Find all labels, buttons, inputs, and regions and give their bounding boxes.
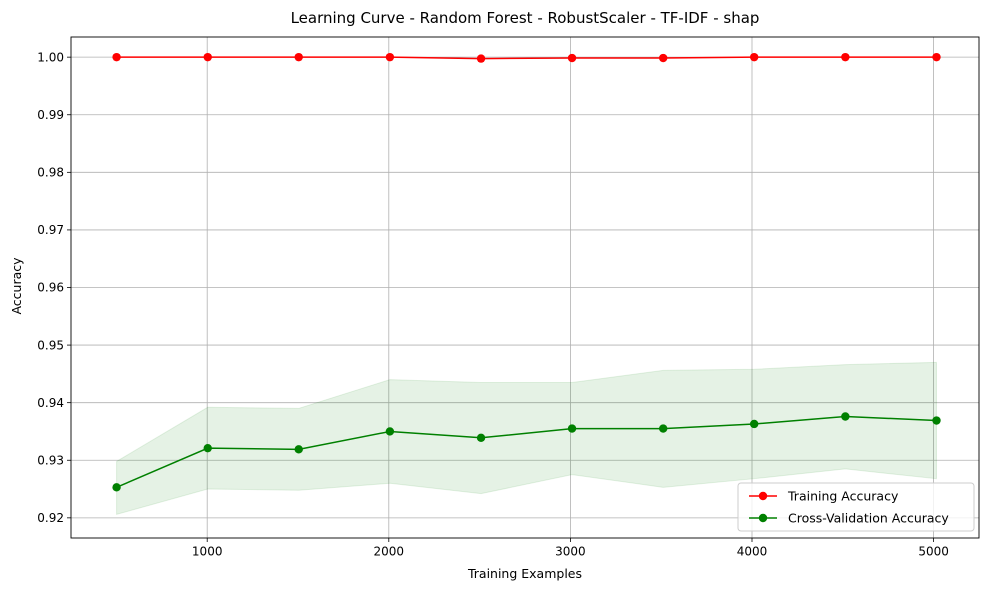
y-tick-label: 1.00 xyxy=(37,50,64,64)
confidence-bands xyxy=(116,56,938,516)
series-lines xyxy=(112,52,941,492)
cross-validation-point xyxy=(567,424,577,433)
x-tick-label: 2000 xyxy=(374,545,405,559)
x-axis-title: Training Examples xyxy=(467,566,582,581)
training-point xyxy=(112,52,121,62)
y-tick-label: 0.92 xyxy=(37,511,64,525)
legend-swatch-cv-marker xyxy=(758,513,768,523)
cross-validation-point xyxy=(294,445,303,454)
cross-validation-point xyxy=(203,443,212,453)
chart-title: Learning Curve - Random Forest - RobustS… xyxy=(291,9,760,27)
cross-validation-point xyxy=(932,416,941,425)
cross-validation-point xyxy=(112,483,121,492)
legend-label-cross-validation: Cross-Validation Accuracy xyxy=(788,511,949,526)
x-tick-label: 4000 xyxy=(737,545,768,559)
axis-ticks: 1000 2000 3000 4000 5000 0.92 0.93 0.94 0.95 0.96… xyxy=(37,50,949,558)
cross-validation-point xyxy=(385,427,395,436)
legend-label-training: Training Accuracy xyxy=(787,489,899,504)
legend-box xyxy=(737,482,975,532)
cross-validation-confidence-band xyxy=(116,361,938,516)
training-point xyxy=(203,52,212,62)
y-tick-label: 0.93 xyxy=(37,453,64,467)
x-tick-label: 3000 xyxy=(555,545,586,559)
training-point xyxy=(476,54,486,63)
cross-validation-point xyxy=(476,433,486,442)
cross-validation-point xyxy=(658,424,668,433)
training-point xyxy=(932,52,941,62)
training-point xyxy=(841,52,850,62)
training-point xyxy=(658,53,668,63)
y-tick-label: 0.94 xyxy=(37,396,64,410)
training-point xyxy=(294,52,303,62)
legend-entry-cross-validation: Cross-Validation Accuracy xyxy=(749,511,949,526)
legend-swatch-training-marker xyxy=(758,491,768,501)
legend-entry-training: Training Accuracy xyxy=(749,489,899,504)
training-point xyxy=(385,52,395,62)
x-tick-label: 5000 xyxy=(918,545,949,559)
y-axis-title: Accuracy xyxy=(9,257,24,315)
y-tick-label: 0.97 xyxy=(37,223,64,237)
training-point xyxy=(749,52,759,62)
x-tick-label: 1000 xyxy=(192,545,223,559)
cross-validation-line xyxy=(116,415,937,489)
legend: Training Accuracy Cross-Validation Accur… xyxy=(737,482,975,532)
y-tick-label: 0.98 xyxy=(37,166,64,180)
y-tick-label: 0.95 xyxy=(37,338,64,352)
training-point xyxy=(567,53,577,63)
training-line xyxy=(116,56,937,60)
cross-validation-point xyxy=(841,412,850,421)
cross-validation-point xyxy=(749,419,759,429)
y-tick-label: 0.96 xyxy=(37,281,64,295)
y-tick-label: 0.99 xyxy=(37,108,64,122)
